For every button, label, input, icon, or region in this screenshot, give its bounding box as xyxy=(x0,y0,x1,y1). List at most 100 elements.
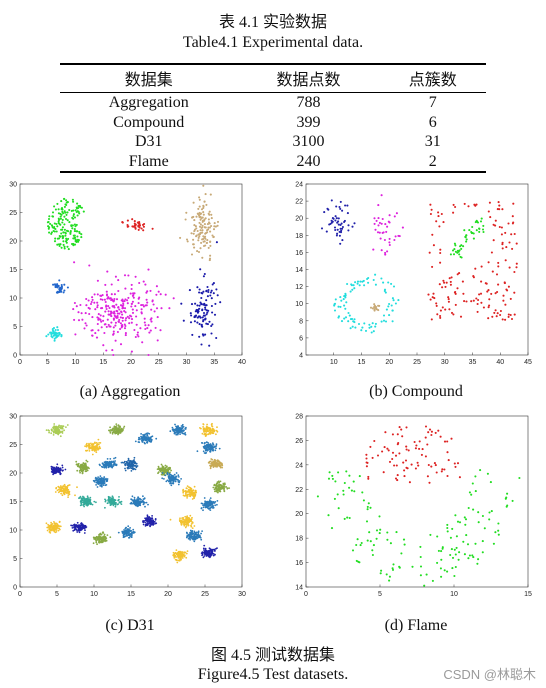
scatter-point xyxy=(146,441,148,444)
scatter-point xyxy=(429,203,432,206)
scatter-point xyxy=(217,489,220,491)
scatter-point xyxy=(70,224,73,227)
scatter-point xyxy=(86,460,89,463)
scatter-point xyxy=(91,444,94,447)
scatter-point xyxy=(456,287,459,290)
scatter-point xyxy=(458,476,461,479)
scatter-point xyxy=(342,489,345,492)
scatter-point xyxy=(374,325,377,328)
scatter-point xyxy=(207,226,210,229)
scatter-point xyxy=(411,565,414,568)
scatter-point xyxy=(110,464,113,467)
scatter-point xyxy=(189,514,192,517)
scatter-point xyxy=(128,461,131,464)
x-tick-label: 10 xyxy=(90,591,98,598)
y-tick-label: 30 xyxy=(9,414,17,421)
scatter-point xyxy=(339,227,342,230)
scatter-point xyxy=(464,518,468,521)
scatter-point xyxy=(183,433,186,435)
scatter-point xyxy=(510,233,513,236)
scatter-point xyxy=(379,237,382,240)
scatter-point xyxy=(130,321,133,324)
scatter-point xyxy=(436,313,439,316)
scatter-point xyxy=(472,299,475,302)
scatter-point xyxy=(203,549,205,551)
scatter-point xyxy=(450,276,453,279)
scatter-point xyxy=(458,272,461,275)
scatter-point xyxy=(208,431,211,434)
scatter-point xyxy=(362,279,365,282)
scatter-point xyxy=(196,286,199,289)
scatter-point xyxy=(86,503,89,506)
scatter-point xyxy=(80,463,82,466)
scatter-point xyxy=(62,243,65,246)
scatter-point xyxy=(192,238,195,241)
scatter-point xyxy=(92,479,95,482)
scatter-point xyxy=(212,235,215,238)
y-tick-label: 5 xyxy=(13,324,17,331)
scatter-point xyxy=(182,489,184,492)
scatter-point xyxy=(128,467,131,469)
scatter-point xyxy=(56,243,59,246)
scatter-point xyxy=(201,551,204,554)
scatter-point xyxy=(498,225,501,229)
scatter-point xyxy=(135,499,138,502)
scatter-point xyxy=(331,477,334,480)
scatter-point xyxy=(78,212,81,215)
scatter-point xyxy=(127,525,130,528)
scatter-point xyxy=(94,332,97,335)
scatter-point xyxy=(372,544,375,547)
scatter-point xyxy=(135,462,138,465)
scatter-point xyxy=(137,500,140,502)
scatter-point xyxy=(135,466,138,469)
scatter-point xyxy=(454,565,457,569)
scatter-point xyxy=(126,223,129,227)
scatter-point xyxy=(213,502,216,504)
scatter-point xyxy=(437,429,440,432)
scatter-point xyxy=(131,300,134,303)
scatter-point xyxy=(216,224,219,227)
scatter-point xyxy=(78,232,81,235)
scatter-point xyxy=(398,426,401,429)
scatter-point xyxy=(121,307,124,310)
scatter-point xyxy=(204,193,207,196)
scatter-point xyxy=(205,322,208,325)
scatter-point xyxy=(59,223,62,226)
scatter-point xyxy=(338,230,341,233)
scatter-point xyxy=(145,501,148,504)
scatter-point xyxy=(60,208,63,211)
scatter-point xyxy=(63,197,66,200)
scatter-point xyxy=(91,453,94,456)
scatter-point xyxy=(52,525,55,527)
scatter-point xyxy=(440,550,443,553)
scatter-point xyxy=(60,334,63,337)
scatter-point xyxy=(342,493,345,496)
scatter-point xyxy=(130,318,134,321)
scatter-series xyxy=(200,544,218,559)
scatter-point xyxy=(379,528,382,531)
scatter-point xyxy=(211,234,214,237)
scatter-point xyxy=(490,251,493,254)
scatter-point xyxy=(57,217,60,220)
scatter-point xyxy=(88,442,90,445)
scatter-point xyxy=(209,507,212,509)
table-title-en: Table4.1 Experimental data. xyxy=(182,34,364,51)
y-tick-label: 18 xyxy=(295,233,303,240)
scatter-point xyxy=(427,463,430,467)
scatter-point xyxy=(447,296,450,299)
scatter-point xyxy=(103,479,105,482)
scatter-point xyxy=(176,559,178,562)
scatter-point xyxy=(106,458,109,460)
scatter-point xyxy=(423,584,426,587)
scatter-point xyxy=(133,496,136,499)
scatter-point xyxy=(211,462,214,465)
scatter-point xyxy=(357,560,360,563)
scatter-point xyxy=(105,539,108,542)
scatter-point xyxy=(98,535,100,537)
scatter-point xyxy=(194,302,197,305)
scatter-point xyxy=(112,353,115,357)
scatter-point xyxy=(110,321,113,324)
scatter-point xyxy=(397,234,400,237)
scatter-point xyxy=(378,221,381,224)
scatter-point xyxy=(53,529,56,532)
